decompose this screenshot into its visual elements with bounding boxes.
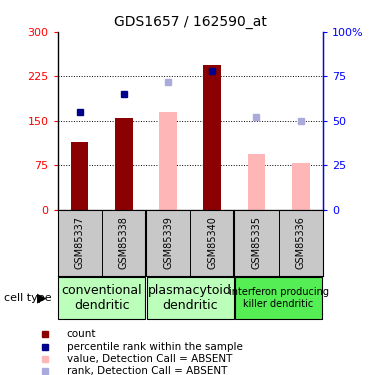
Text: rank, Detection Call = ABSENT: rank, Detection Call = ABSENT	[67, 366, 227, 375]
Bar	[147, 277, 234, 319]
Bar	[247, 154, 265, 210]
Bar	[235, 277, 322, 319]
Text: ▶: ▶	[37, 292, 47, 304]
Title: GDS1657 / 162590_at: GDS1657 / 162590_at	[114, 15, 267, 30]
Text: GSM85336: GSM85336	[296, 216, 306, 269]
Text: GSM85340: GSM85340	[207, 216, 217, 269]
Bar	[58, 277, 145, 319]
Text: GSM85338: GSM85338	[119, 216, 129, 269]
Text: conventional
dendritic: conventional dendritic	[62, 284, 142, 312]
Text: GSM85335: GSM85335	[252, 216, 262, 269]
Text: value, Detection Call = ABSENT: value, Detection Call = ABSENT	[67, 354, 232, 364]
Bar	[71, 142, 88, 210]
Text: interferon producing
killer dendritic: interferon producing killer dendritic	[229, 287, 329, 309]
Text: GSM85339: GSM85339	[163, 216, 173, 269]
Text: GSM85337: GSM85337	[75, 216, 85, 269]
Bar	[203, 64, 221, 210]
Text: plasmacytoid
dendritic: plasmacytoid dendritic	[148, 284, 232, 312]
Text: percentile rank within the sample: percentile rank within the sample	[67, 342, 243, 352]
Bar	[292, 162, 309, 210]
Bar	[159, 112, 177, 210]
Text: count: count	[67, 329, 96, 339]
Bar	[115, 118, 133, 210]
Text: cell type: cell type	[4, 293, 51, 303]
